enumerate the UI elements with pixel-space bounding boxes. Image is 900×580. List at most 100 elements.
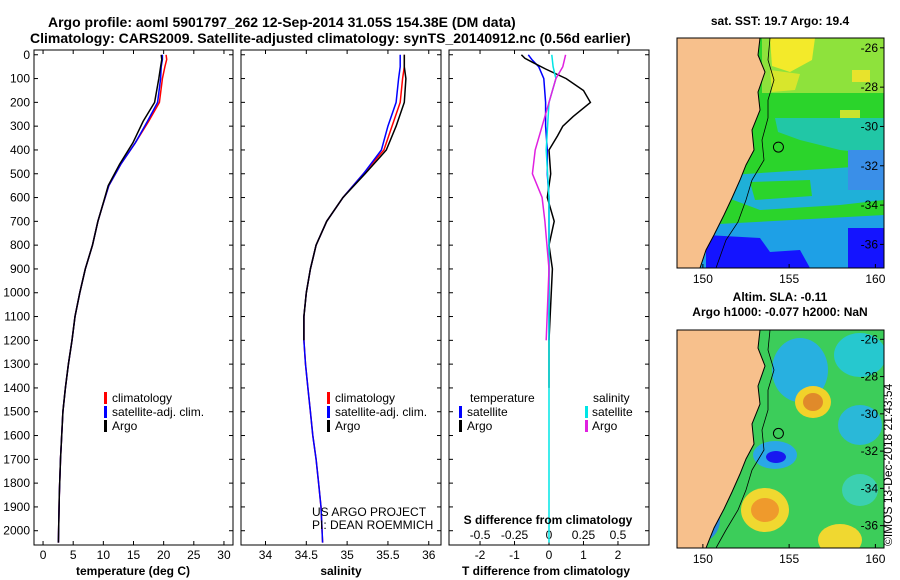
- x-tick-label: 34: [259, 548, 273, 562]
- depth-tick-label: 700: [10, 214, 30, 228]
- series-line-salinity-satellite: [545, 54, 557, 543]
- legend-swatch-climatology: [327, 392, 330, 404]
- depth-tick-label: 1100: [4, 310, 30, 324]
- legend-swatch-argo: [104, 420, 107, 432]
- depth-tick-label: 1200: [3, 333, 30, 347]
- sst-map-field: [677, 38, 884, 268]
- depth-axis: 0 100 200 300 400 500 600 700 800 900 1000 1100 1200…: [3, 48, 649, 538]
- legend-swatch-argo: [327, 420, 330, 432]
- x-tick-label: -2: [475, 548, 486, 562]
- s-difference-tick-label: -0.5: [470, 528, 491, 542]
- legend-label-satellite: satellite-adj. clim.: [112, 405, 204, 419]
- sla-low-eddy: [766, 451, 786, 463]
- temperature-axis-label: temperature (deg C): [76, 564, 190, 578]
- sst-cool-patch: [775, 118, 884, 155]
- sst-cool-patch: [750, 180, 812, 200]
- legend-swatch-s-satellite: [585, 406, 588, 418]
- x-tick-label: 34.5: [295, 548, 319, 562]
- depth-tick-label: 0: [23, 48, 30, 62]
- depth-tick-label: 200: [10, 95, 30, 109]
- depth-tick-label: 1600: [3, 429, 30, 443]
- legend-label-climatology: climatology: [335, 391, 395, 405]
- legend-label-t-satellite: satellite: [467, 405, 508, 419]
- series-line-satellite-adj-clim-: [303, 54, 401, 543]
- salinity-legend: climatology satellite-adj. clim. Argo: [327, 391, 427, 433]
- depth-tick-label: 300: [10, 119, 30, 133]
- sst-yellow-patch: [852, 70, 870, 82]
- legend-swatch-s-argo: [585, 420, 588, 432]
- x-tick-label: 15: [127, 548, 141, 562]
- legend-label-satellite: satellite-adj. clim.: [335, 405, 427, 419]
- s-difference-tick-label: -0.25: [501, 528, 529, 542]
- title-line-1: Argo profile: aoml 5901797_262 12-Sep-20…: [48, 14, 516, 30]
- sla-high-eddy: [751, 498, 779, 522]
- s-difference-tick-label: 0.25: [572, 528, 596, 542]
- series-line-salinity-argo: [531, 54, 567, 341]
- profile-lines: [57, 54, 592, 543]
- sla-shelf-contour: [715, 330, 775, 548]
- series-line-satellite-adj-clim-: [57, 54, 164, 543]
- map-x-tick-label: 160: [865, 552, 885, 566]
- t-difference-axis-label: T difference from climatology: [462, 564, 630, 578]
- x-tick-label: 35: [340, 548, 354, 562]
- map-y-tick-label: -28: [861, 80, 879, 94]
- x-tick-label: 10: [97, 548, 111, 562]
- sla-low-eddy: [842, 474, 878, 506]
- x-axes: 0 5 10 15 20 25 30 34 34.5 35 35.5 36 -2 -1 0 1 2 -0.5 -0.…: [40, 50, 627, 562]
- x-tick-label: 1: [580, 548, 587, 562]
- legend-swatch-satellite: [327, 406, 330, 418]
- x-tick-label: 30: [217, 548, 231, 562]
- legend-swatch-t-argo: [459, 420, 462, 432]
- series-line-climatology: [57, 54, 168, 543]
- sst-land: [677, 38, 765, 268]
- sst-yellow-patch: [770, 38, 815, 72]
- title-line-2: Climatology: CARS2009. Satellite-adjuste…: [30, 30, 631, 46]
- map-y-tick-label: -26: [861, 41, 879, 55]
- depth-tick-label: 800: [10, 238, 30, 252]
- depth-tick-label: 1300: [3, 357, 30, 371]
- x-tick-label: 0: [546, 548, 553, 562]
- temperature-legend: climatology satellite-adj. clim. Argo: [104, 391, 204, 433]
- legend-swatch-climatology: [104, 392, 107, 404]
- sla-high-eddy: [803, 393, 823, 411]
- map-y-tick-label: -30: [861, 119, 879, 133]
- depth-tick-label: 1400: [3, 381, 30, 395]
- map-y-tick-label: -36: [861, 237, 879, 251]
- x-tick-label: 5: [70, 548, 77, 562]
- legend-swatch-satellite: [104, 406, 107, 418]
- legend-label-argo: Argo: [112, 419, 138, 433]
- sla-map-axes: 150 155 160 -26 -28 -30 -32 -34 -36: [693, 332, 886, 566]
- depth-tick-label: 1500: [3, 405, 30, 419]
- map-x-tick-label: 155: [779, 552, 799, 566]
- sla-map-title: Altim. SLA: -0.11: [733, 290, 828, 304]
- series-line-temperature-satellite: [527, 54, 550, 341]
- series-line-temperature-argo: [520, 54, 592, 388]
- depth-tick-label: 900: [10, 262, 30, 276]
- credit-line-1: US ARGO PROJECT: [312, 505, 427, 519]
- sla-map-frame: [676, 329, 885, 549]
- map-y-tick-label: -36: [861, 519, 879, 533]
- sla-map-field: [677, 330, 884, 548]
- legend-label-s-argo: Argo: [592, 419, 618, 433]
- series-line-climatology: [303, 54, 406, 543]
- sla-low-eddy: [834, 333, 884, 377]
- x-tick-label: 20: [157, 548, 171, 562]
- map-y-tick-label: -34: [861, 481, 879, 495]
- sla-high-eddy: [818, 524, 862, 548]
- series-line-argo: [303, 54, 407, 341]
- map-y-tick-label: -32: [861, 159, 879, 173]
- x-tick-label: 36: [422, 548, 436, 562]
- sst-yellow-patch: [840, 110, 860, 120]
- salinity-panel: [240, 49, 442, 546]
- sla-low-eddy: [838, 405, 882, 445]
- sst-yellow-patch: [770, 70, 800, 92]
- map-x-tick-label: 160: [865, 272, 885, 286]
- legend-title-temperature: temperature: [470, 391, 535, 405]
- depth-tick-label: 100: [10, 72, 30, 86]
- map-y-tick-label: -32: [861, 444, 879, 458]
- difference-legend: temperature satellite Argo salinity sate…: [459, 391, 633, 433]
- depth-tick-label: 1000: [3, 286, 30, 300]
- sst-map-frame: [676, 37, 885, 269]
- map-x-tick-label: 150: [693, 272, 713, 286]
